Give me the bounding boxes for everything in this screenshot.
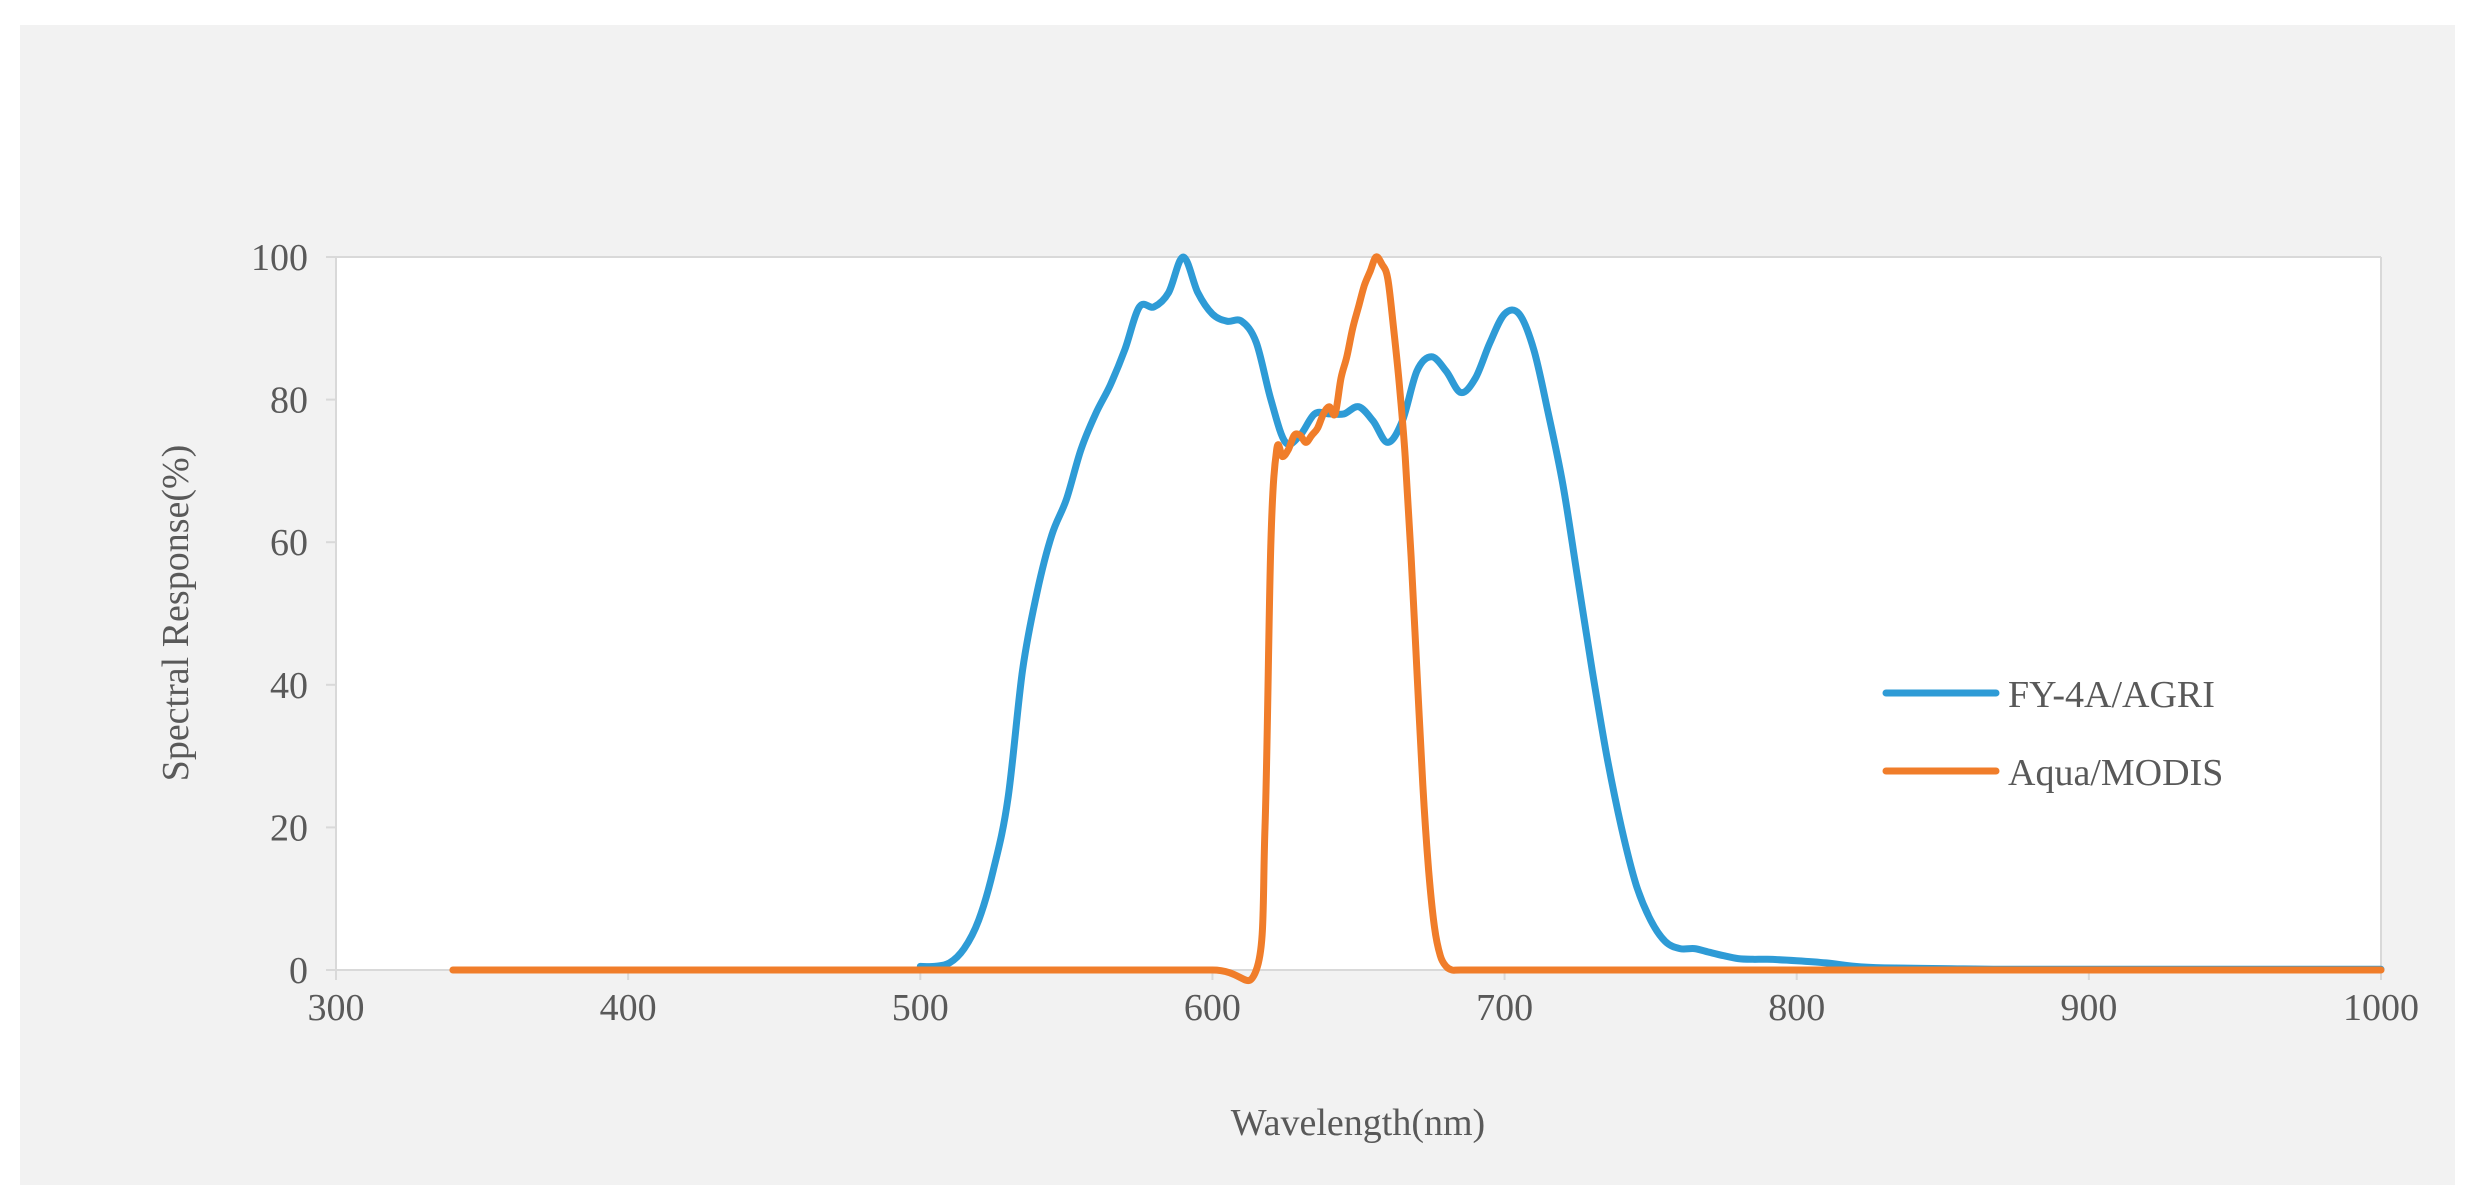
y-tick-label: 60 (270, 522, 308, 564)
x-tick-label: 500 (892, 987, 949, 1029)
x-tick-label: 300 (308, 987, 365, 1029)
y-tick-label: 100 (251, 237, 308, 279)
x-tick-label: 800 (1768, 987, 1825, 1029)
x-tick-label: 400 (600, 987, 657, 1029)
legend-label-0: FY-4A/AGRI (2008, 674, 2215, 716)
series-line-0 (916, 253, 2385, 973)
plot-area (336, 257, 2381, 970)
x-tick-label: 900 (2060, 987, 2117, 1029)
legend-label-1: Aqua/MODIS (2008, 752, 2223, 794)
x-tick-label: 1000 (2343, 987, 2419, 1029)
chart-panel: 300 400 500 600 700 800 900 1000 0 20 40 60 80 100 Wa… (20, 25, 2455, 1185)
x-axis-title: Wavelength(nm) (1231, 1102, 1485, 1144)
y-tick-label: 20 (270, 807, 308, 849)
y-tick-label: 80 (270, 380, 308, 422)
y-axis-title: Spectral Response(%) (155, 445, 197, 782)
series-lines (449, 253, 2385, 984)
legend: FY-4A/AGRI Aqua/MODIS (1882, 674, 2223, 794)
y-tick-label: 0 (289, 950, 308, 992)
x-tick-label: 600 (1184, 987, 1241, 1029)
tick-labels: 300 400 500 600 700 800 900 1000 0 20 40 60 80 100 (251, 237, 2419, 1029)
series-line-1 (449, 253, 2385, 984)
x-tick-label: 700 (1476, 987, 1533, 1029)
y-tick-label: 40 (270, 665, 308, 707)
line-chart: 300 400 500 600 700 800 900 1000 0 20 40 60 80 100 Wa… (155, 237, 2419, 1144)
